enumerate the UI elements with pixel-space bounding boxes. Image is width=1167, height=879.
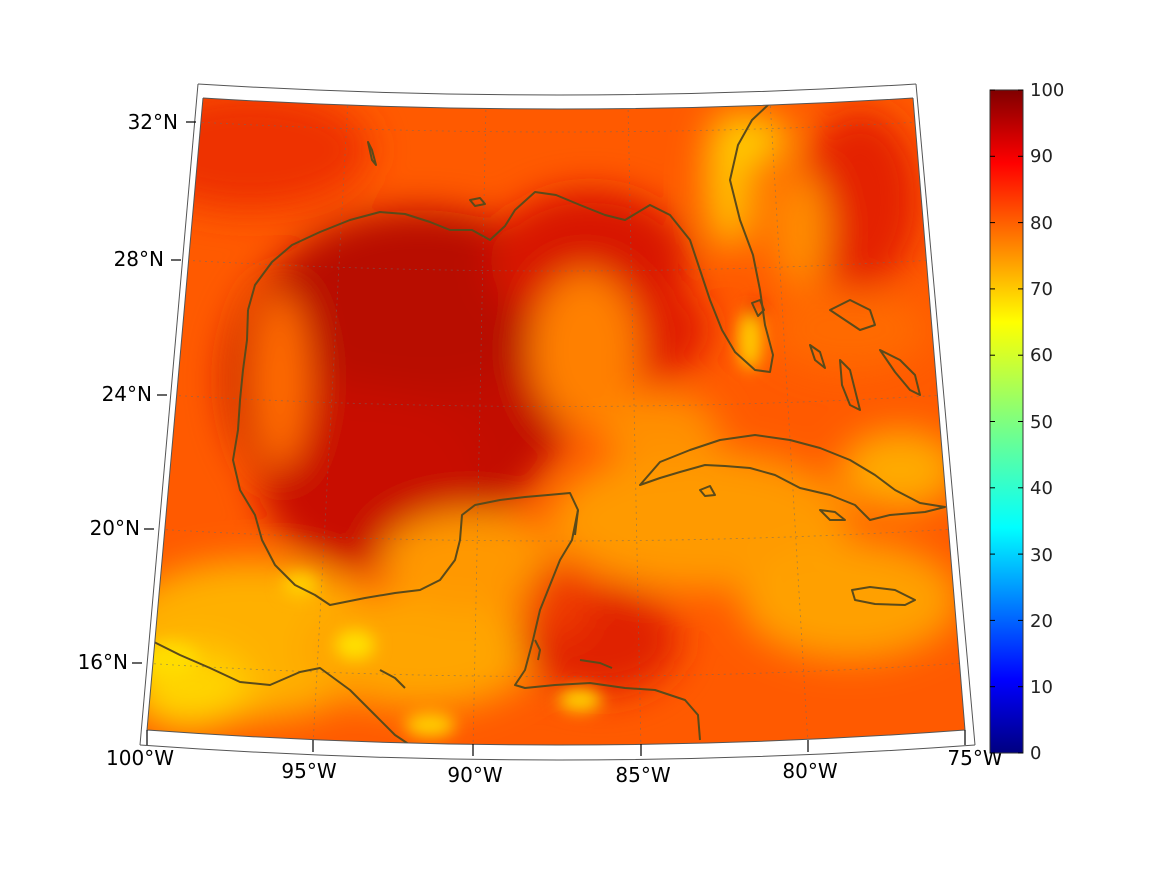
lat-label: 16°N bbox=[78, 650, 128, 674]
colorbar-label: 90 bbox=[1030, 146, 1053, 167]
lon-label: 90°W bbox=[447, 763, 502, 787]
colorbar-label: 30 bbox=[1030, 545, 1053, 566]
axis-ticks bbox=[132, 121, 966, 756]
lake-okeechobee bbox=[751, 299, 765, 317]
data-field bbox=[147, 98, 965, 745]
bahamas-3 bbox=[879, 349, 921, 396]
colorbar-label: 100 bbox=[1030, 80, 1064, 101]
colorbar-ticks bbox=[990, 89, 1023, 754]
honduras-islands bbox=[579, 659, 613, 669]
colorbar-label: 40 bbox=[1030, 478, 1053, 499]
colorbar-label: 10 bbox=[1030, 677, 1053, 698]
colorbar-label: 20 bbox=[1030, 611, 1053, 632]
bahamas-2 bbox=[839, 359, 861, 411]
map-frame bbox=[139, 83, 976, 761]
latitude-labels: 32°N 28°N 24°N 20°N 16°N bbox=[78, 110, 178, 674]
inland-lake-2 bbox=[469, 197, 486, 207]
colorbar-label: 70 bbox=[1030, 279, 1053, 300]
caribbean-island-2 bbox=[699, 485, 716, 497]
belize-cays bbox=[534, 639, 541, 661]
lat-label: 20°N bbox=[90, 516, 140, 540]
jamaica bbox=[851, 586, 916, 606]
colorbar-label: 80 bbox=[1030, 213, 1053, 234]
lon-label: 100°W bbox=[106, 746, 174, 770]
lon-label: 80°W bbox=[782, 759, 837, 783]
gulf-coast-west bbox=[232, 309, 579, 606]
lon-label: 85°W bbox=[615, 763, 670, 787]
yucatan-east-coast bbox=[514, 509, 701, 741]
inland-lake-1 bbox=[367, 141, 377, 166]
gulf-of-honduras bbox=[379, 669, 406, 689]
longitude-labels: 100°W 95°W 90°W 85°W 80°W 75°W bbox=[106, 746, 1003, 787]
lat-label: 24°N bbox=[102, 382, 152, 406]
cuba bbox=[639, 434, 946, 521]
graticule bbox=[147, 99, 965, 745]
colorbar-label: 0 bbox=[1030, 743, 1041, 764]
colorbar-label: 60 bbox=[1030, 345, 1053, 366]
bahamas-1 bbox=[829, 299, 876, 331]
colorbar: 100 90 80 70 60 50 40 30 20 10 0 bbox=[989, 80, 1064, 764]
colorbar-labels: 100 90 80 70 60 50 40 30 20 10 0 bbox=[1030, 80, 1064, 764]
colorbar-label: 50 bbox=[1030, 412, 1053, 433]
pacific-coast bbox=[149, 639, 411, 745]
colorbar-gradient bbox=[989, 89, 1024, 754]
lat-label: 32°N bbox=[128, 110, 178, 134]
gulf-coast-north bbox=[247, 104, 774, 373]
bahamas-4 bbox=[809, 344, 826, 369]
caribbean-island-1 bbox=[819, 509, 846, 521]
lat-label: 28°N bbox=[114, 247, 164, 271]
lon-label: 95°W bbox=[281, 759, 336, 783]
coastlines bbox=[149, 104, 946, 745]
